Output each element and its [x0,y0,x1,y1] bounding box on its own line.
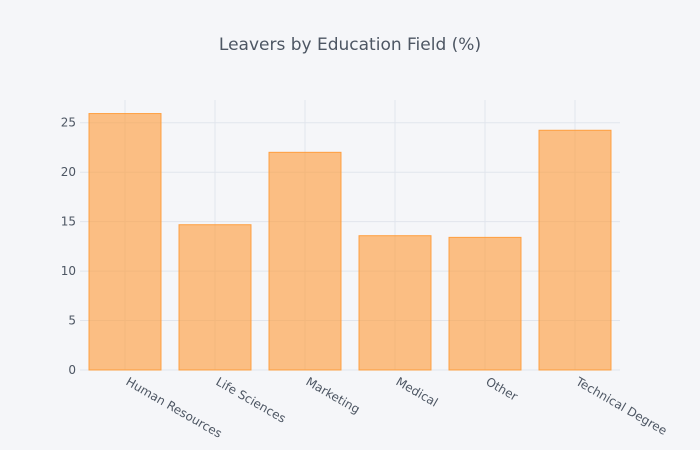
y-axis-ticks: 0 5 10 15 20 25 [61,116,76,377]
y-tick-label: 10 [61,264,76,278]
bar[interactable] [88,113,162,371]
bar[interactable] [268,151,342,371]
bar[interactable] [538,129,612,371]
bars [88,113,612,371]
y-tick-label: 15 [61,215,76,229]
y-tick-label: 20 [61,165,76,179]
bar[interactable] [358,235,432,371]
y-tick-label: 25 [61,116,76,130]
chart-title: Leavers by Education Field (%) [219,35,481,55]
y-tick-label: 5 [68,314,76,328]
y-tick-label: 0 [68,363,76,377]
bar[interactable] [448,236,522,371]
bar[interactable] [178,224,252,371]
